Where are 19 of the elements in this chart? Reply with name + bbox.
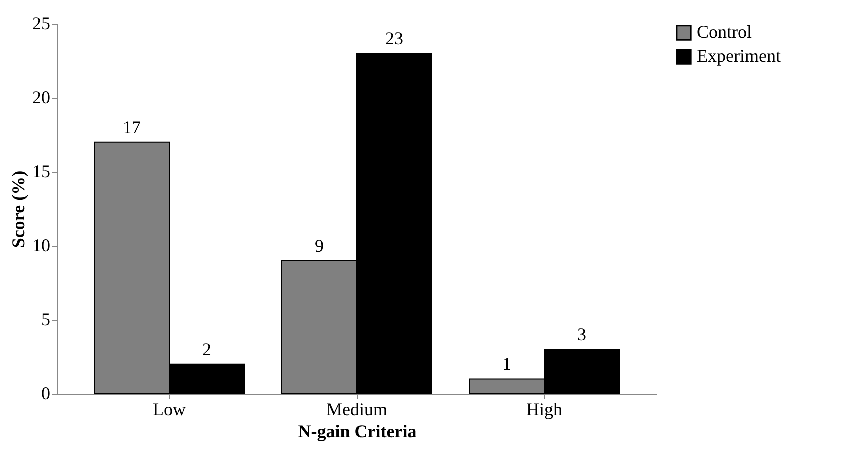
x-axis-title: N-gain Criteria xyxy=(298,422,417,442)
y-tick-label: 0 xyxy=(42,384,50,404)
y-tick-label: 5 xyxy=(42,310,50,330)
data-label: 9 xyxy=(315,236,324,256)
data-label: 17 xyxy=(123,117,141,138)
legend-label: Experiment xyxy=(697,46,781,66)
x-tick-label: Medium xyxy=(326,400,388,420)
y-tick-label: 25 xyxy=(32,14,50,34)
data-label: 1 xyxy=(502,354,512,374)
y-tick-label: 20 xyxy=(32,88,50,108)
data-label: 2 xyxy=(202,339,212,360)
x-tick-label: Low xyxy=(153,400,186,420)
data-label: 23 xyxy=(386,28,404,49)
y-tick-label: 15 xyxy=(32,162,50,182)
data-label: 3 xyxy=(578,324,586,345)
y-tick-label: 10 xyxy=(32,236,50,256)
y-axis-title: Score (%) xyxy=(8,170,28,248)
x-tick-label: High xyxy=(526,400,562,420)
legend-label: Control xyxy=(697,22,752,42)
